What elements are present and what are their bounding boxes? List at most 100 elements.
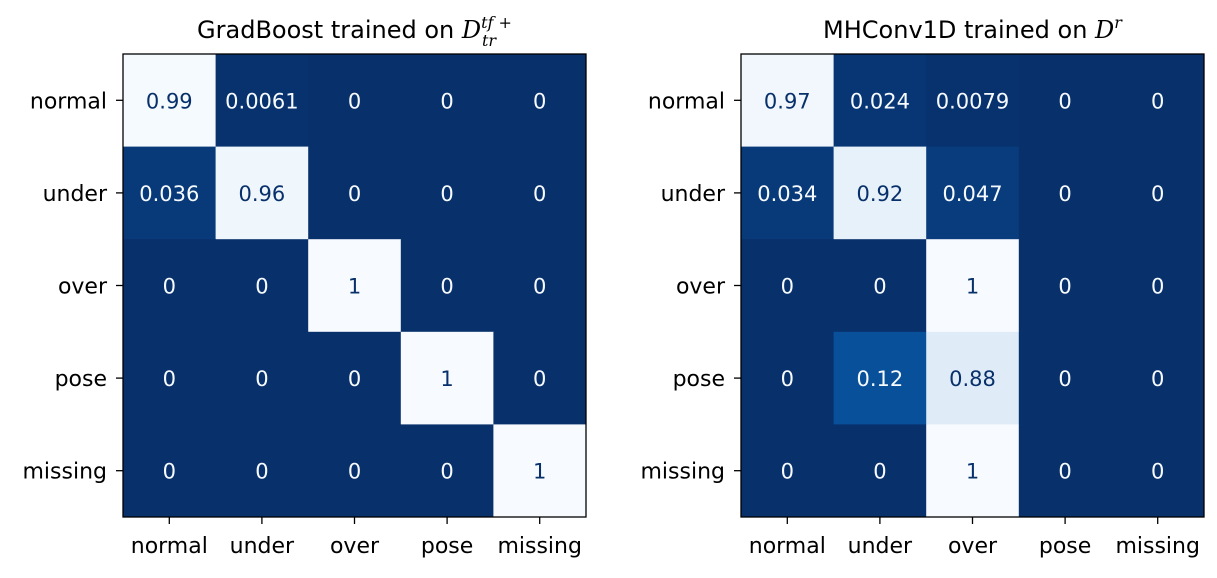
chart-title: MHConv1D trained on Dr (823, 13, 1123, 44)
cell-value-label: 0.97 (764, 89, 811, 113)
heatmap-cell (493, 54, 587, 148)
x-tick-label: under (230, 534, 295, 559)
x-tick-label: missing (497, 534, 582, 559)
cell-value-label: 1 (348, 275, 361, 299)
heatmap-cell (833, 239, 927, 333)
heatmap-cell (1111, 54, 1205, 148)
heatmap-cell (833, 146, 927, 240)
cell-value-label: 0 (781, 460, 794, 484)
y-tick-label: missing (641, 460, 726, 485)
cell-value-label: 0 (1151, 367, 1164, 391)
heatmap-cell (741, 54, 835, 148)
cell-value-label: 0.036 (139, 182, 199, 206)
cell-value-label: 0 (255, 275, 268, 299)
cell-value-label: 0 (255, 460, 268, 484)
cell-value-label: 0 (348, 89, 361, 113)
heatmap-cell (926, 146, 1020, 240)
heatmap-panel-2: MHConv1D trained on Dr 0.97 0.024 0.0079 0 0 0… (641, 13, 1205, 559)
heatmap-cell (493, 331, 587, 425)
y-tick-label: under (43, 182, 108, 207)
heatmap-cell (400, 331, 494, 425)
heatmap-cell (741, 239, 835, 333)
heatmap-cell (833, 331, 927, 425)
cell-value-label: 0 (255, 367, 268, 391)
heatmap-cell (215, 331, 309, 425)
heatmap-cell (1111, 239, 1205, 333)
heatmap-cell (926, 239, 1020, 333)
heatmap-cell (308, 54, 402, 148)
cell-value-label: 0 (440, 275, 453, 299)
cell-value-label: 0.92 (857, 182, 904, 206)
cell-value-label: 0.96 (239, 182, 286, 206)
chart-title: GradBoost trained on Dtf + tr (197, 13, 512, 50)
heatmap-cell (1111, 146, 1205, 240)
cell-value-label: 0.0079 (936, 89, 1009, 113)
cell-value-label: 0 (1058, 89, 1071, 113)
cell-value-label: 0 (440, 182, 453, 206)
cell-value-label: 0 (163, 460, 176, 484)
cell-value-label: 0 (1058, 275, 1071, 299)
x-tick-label: under (848, 534, 913, 559)
heatmap-cell (833, 54, 927, 148)
heatmap-cell (1018, 331, 1112, 425)
cell-value-label: 0 (781, 367, 794, 391)
cell-value-label: 0 (348, 182, 361, 206)
cell-value-label: 0.99 (146, 89, 193, 113)
y-tick-label: missing (23, 460, 108, 485)
heatmap-cell (493, 424, 587, 518)
heatmap-cell (1018, 146, 1112, 240)
heatmap-cell (215, 239, 309, 333)
cell-value-label: 0 (1151, 182, 1164, 206)
heatmap-cell (308, 331, 402, 425)
cell-value-label: 0.12 (857, 367, 904, 391)
cell-value-label: 0 (1058, 460, 1071, 484)
heatmap-cell (1018, 424, 1112, 518)
cell-value-label: 1 (440, 367, 453, 391)
cell-value-label: 0 (533, 89, 546, 113)
cell-value-label: 0 (348, 367, 361, 391)
heatmap-cell (215, 54, 309, 148)
cell-value-label: 0 (533, 182, 546, 206)
heatmap-cell (215, 424, 309, 518)
heatmap-cell (123, 331, 217, 425)
heatmap-cell (400, 146, 494, 240)
cell-value-label: 0 (440, 460, 453, 484)
heatmap-cell (741, 146, 835, 240)
cell-value-label: 0 (1058, 367, 1071, 391)
heatmap-cell (833, 424, 927, 518)
y-tick-label: under (661, 182, 726, 207)
x-tick-label: over (948, 534, 998, 559)
cell-value-label: 1 (966, 460, 979, 484)
cell-value-label: 0 (781, 275, 794, 299)
cell-value-label: 0 (533, 367, 546, 391)
heatmap-cell (926, 424, 1020, 518)
x-tick-label: pose (1039, 534, 1091, 559)
cell-value-label: 0.0061 (225, 89, 298, 113)
heatmap-cell (493, 239, 587, 333)
cell-value-label: 0 (1151, 89, 1164, 113)
heatmap-cell (308, 424, 402, 518)
heatmap-cell (308, 146, 402, 240)
cell-value-label: 0 (163, 275, 176, 299)
heatmap-cell (741, 331, 835, 425)
heatmap-cell (1111, 424, 1205, 518)
cell-value-label: 0.88 (949, 367, 996, 391)
y-tick-label: over (676, 275, 726, 300)
heatmap-cell (1018, 239, 1112, 333)
heatmap-cell (215, 146, 309, 240)
cell-value-label: 0 (1058, 182, 1071, 206)
cell-value-label: 0.047 (942, 182, 1002, 206)
cell-value-label: 0 (1151, 275, 1164, 299)
y-tick-label: pose (673, 367, 725, 392)
x-tick-label: missing (1115, 534, 1200, 559)
heatmap-cell (493, 146, 587, 240)
x-tick-label: over (330, 534, 380, 559)
heatmap-cell (1018, 54, 1112, 148)
heatmap-cell (123, 54, 217, 148)
cell-value-label: 0.024 (850, 89, 910, 113)
cell-value-label: 1 (966, 275, 979, 299)
x-tick-label: normal (131, 534, 208, 559)
heatmap-cell (1111, 331, 1205, 425)
